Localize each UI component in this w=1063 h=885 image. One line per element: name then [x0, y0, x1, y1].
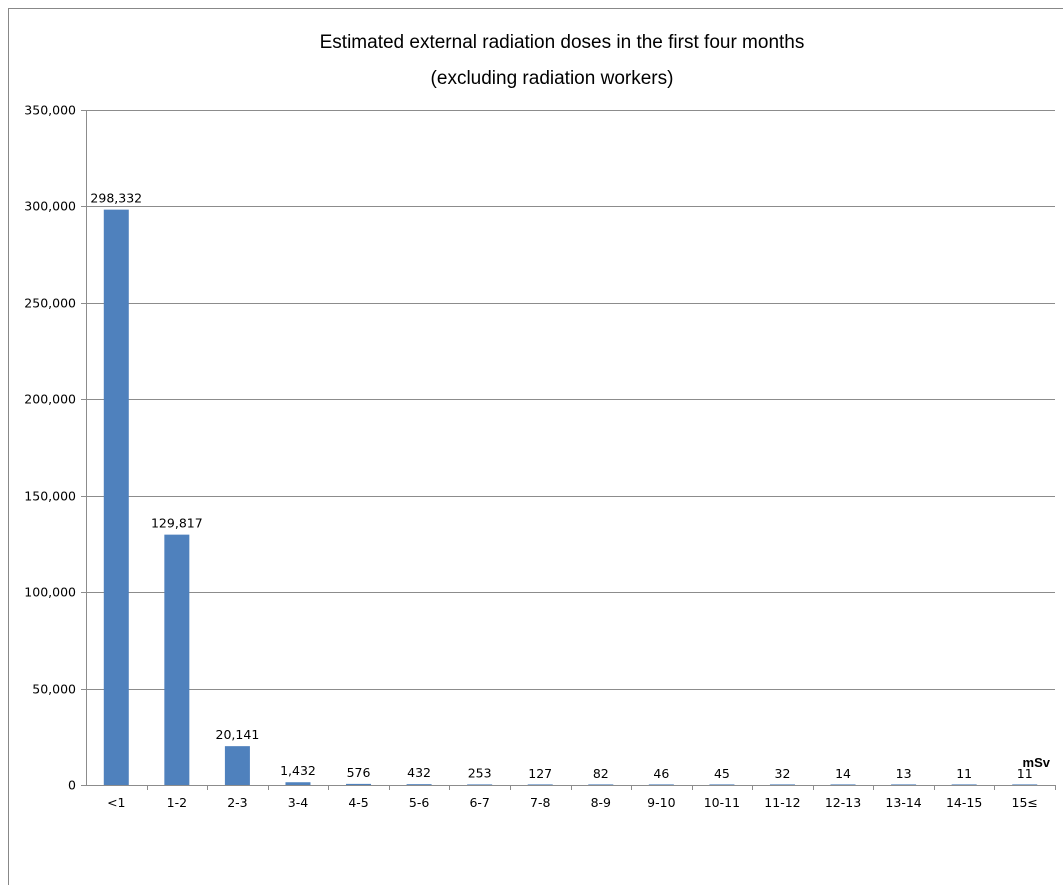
bar: [951, 784, 977, 785]
data-label: 11: [1017, 766, 1033, 781]
y-tick-label: 150,000: [24, 489, 76, 504]
x-tick-label: 12-13: [825, 795, 861, 810]
axes: 0 50,000 100,000 150,000 200,000 250,000 300,0…: [24, 103, 1056, 810]
data-label: 253: [468, 766, 492, 781]
x-tick-label: 6-7: [469, 795, 489, 810]
bar: [891, 784, 917, 785]
bar: [769, 784, 795, 785]
data-label: 20,141: [216, 727, 260, 742]
data-label: 32: [775, 766, 791, 781]
data-label: 129,817: [151, 516, 203, 531]
y-tick-label: 200,000: [24, 392, 76, 407]
x-tick-label: <1: [107, 795, 125, 810]
y-tick-label: 100,000: [24, 585, 76, 600]
data-label: 46: [653, 766, 669, 781]
bar: [103, 209, 129, 785]
x-tick-label: 10-11: [704, 795, 740, 810]
x-tick-label: 3-4: [288, 795, 308, 810]
bar: [830, 784, 856, 785]
x-tick-label: 15≤: [1012, 795, 1038, 810]
bar: [648, 784, 674, 785]
y-tick-label: 50,000: [32, 682, 76, 697]
data-label: 13: [896, 766, 912, 781]
x-tick-label: 1-2: [167, 795, 187, 810]
x-tick-label: 9-10: [647, 795, 675, 810]
data-label: 576: [347, 765, 371, 780]
bar: [285, 782, 311, 785]
chart-frame: [8, 8, 1063, 885]
chart-subtitle: (excluding radiation workers): [431, 68, 674, 89]
bar: [164, 534, 190, 785]
x-tick-label: 14-15: [946, 795, 982, 810]
data-labels: 298,332 129,817 20,141 1,432 576 432 253 127 82 4…: [90, 191, 1032, 781]
bars: [103, 209, 1038, 785]
data-label: 298,332: [90, 191, 142, 206]
y-tick-label: 250,000: [24, 296, 76, 311]
data-label: 432: [407, 765, 431, 780]
data-label: 1,432: [280, 763, 316, 778]
x-tick-label: 4-5: [348, 795, 368, 810]
bar: [588, 784, 614, 785]
x-tick-label: 13-14: [885, 795, 921, 810]
data-label: 14: [835, 766, 851, 781]
gridlines: [86, 110, 1055, 690]
y-tick-label: 0: [68, 778, 76, 793]
bar: [467, 784, 493, 785]
data-label: 82: [593, 766, 609, 781]
bar: [1012, 784, 1038, 785]
bar: [406, 784, 432, 785]
x-tick-label: 5-6: [409, 795, 429, 810]
x-axis-unit-label: mSv: [1023, 755, 1051, 770]
x-tick-label: 8-9: [591, 795, 611, 810]
data-label: 127: [528, 766, 552, 781]
y-tick-label: 300,000: [24, 199, 76, 214]
x-tick-label: 11-12: [764, 795, 800, 810]
bar: [224, 746, 250, 785]
x-tick-label: 2-3: [227, 795, 247, 810]
chart-title: Estimated external radiation doses in th…: [320, 32, 805, 53]
bar: [709, 784, 735, 785]
data-label: 45: [714, 766, 730, 781]
bar: [346, 783, 372, 785]
bar: [527, 784, 553, 785]
x-tick-label: 7-8: [530, 795, 550, 810]
data-label: 11: [956, 766, 972, 781]
y-tick-label: 350,000: [24, 103, 76, 118]
